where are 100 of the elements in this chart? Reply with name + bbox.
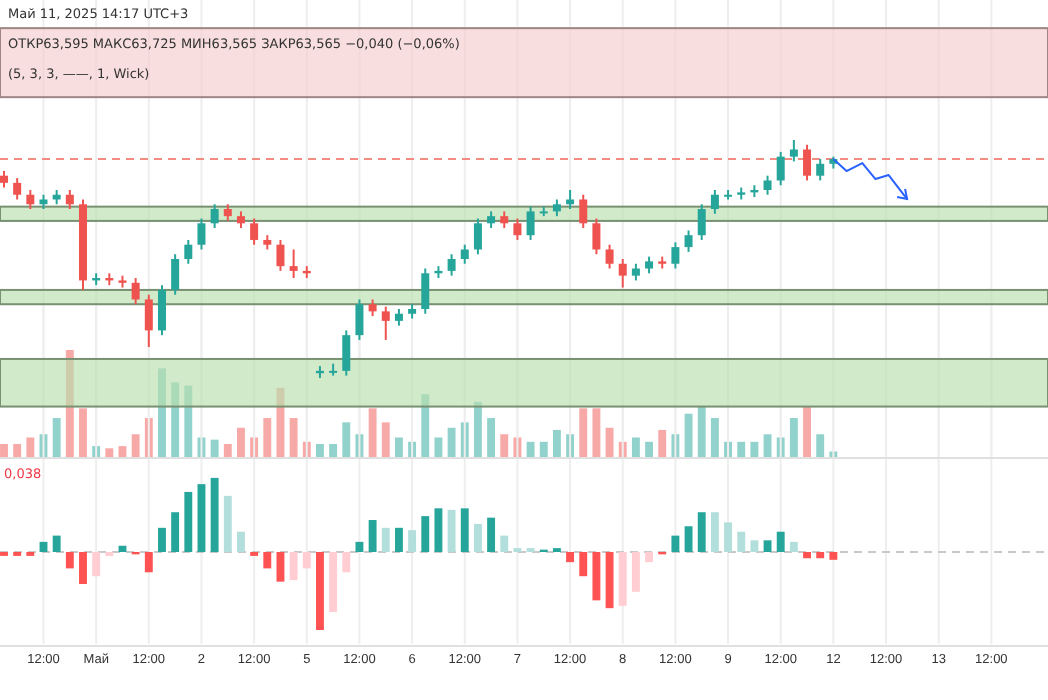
bar: [263, 552, 272, 569]
candlestick: [355, 298, 364, 341]
candlestick: [289, 248, 298, 280]
bar: [408, 530, 417, 552]
bar: [52, 418, 61, 458]
bar: [447, 509, 456, 552]
bar: [487, 517, 496, 552]
bar: [829, 552, 838, 560]
bar: [803, 552, 811, 559]
candlestick: [618, 258, 627, 289]
bar: [316, 552, 324, 630]
bar: [552, 429, 561, 458]
candlestick: [816, 158, 825, 182]
bar: [394, 437, 403, 458]
bar: [645, 552, 654, 563]
bar: [684, 413, 693, 458]
candlestick: [210, 203, 219, 230]
bar: [79, 408, 87, 458]
bar: [750, 441, 759, 458]
candlestick: [421, 267, 430, 315]
bar: [737, 441, 746, 458]
bar: [592, 408, 601, 458]
candlestick: [447, 253, 456, 277]
bar: [500, 434, 509, 458]
bar: [184, 491, 193, 552]
candlestick: [250, 217, 259, 246]
candlestick: [803, 143, 812, 182]
bar: [579, 408, 588, 458]
candlestick: [513, 217, 522, 241]
bar: [368, 408, 377, 458]
bar: [13, 443, 22, 458]
bar: [237, 427, 245, 458]
candlestick: [710, 188, 719, 215]
bar: [434, 437, 443, 458]
bar: [816, 552, 825, 559]
bar: [289, 418, 298, 458]
bar: [210, 477, 219, 552]
bar: [671, 535, 680, 552]
bar: [789, 541, 798, 552]
bar: [184, 385, 193, 458]
bar: [65, 350, 74, 458]
bar: [131, 434, 140, 458]
candlestick: [184, 238, 193, 265]
bar: [421, 516, 430, 552]
bar: [605, 552, 614, 609]
bar: [618, 552, 627, 606]
bar: [500, 535, 509, 552]
bar: [750, 540, 759, 552]
bar: [631, 552, 640, 592]
candlestick: [473, 217, 482, 256]
candlestick: [776, 150, 785, 187]
bar: [144, 552, 153, 573]
bar: [223, 443, 232, 458]
bar: [381, 527, 390, 552]
candlestick: [171, 253, 180, 296]
bar: [645, 441, 654, 458]
candlestick: [65, 188, 74, 211]
bar: [158, 368, 166, 458]
bar: [697, 512, 706, 552]
candlestick: [526, 205, 535, 241]
candlestick: [697, 203, 706, 241]
candlestick: [381, 305, 390, 341]
bar: [342, 422, 351, 458]
bar: [421, 394, 430, 458]
bar: [26, 437, 35, 458]
candlestick: [671, 241, 680, 270]
bar: [473, 523, 482, 552]
bar: [79, 552, 87, 584]
bar: [434, 508, 443, 552]
bar: [342, 552, 351, 573]
candlestick: [763, 174, 772, 196]
bar: [710, 418, 719, 458]
candlestick: [157, 284, 166, 337]
bar: [92, 552, 101, 577]
bar: [710, 512, 719, 552]
bar: [171, 512, 180, 552]
bar: [223, 495, 232, 552]
candlestick: [592, 217, 601, 256]
bar: [605, 427, 614, 458]
bar: [158, 527, 166, 552]
bar: [631, 437, 640, 458]
bar: [684, 526, 693, 552]
bar: [289, 552, 298, 581]
bar: [381, 422, 390, 458]
candlestick: [342, 329, 351, 377]
candlestick: [131, 277, 140, 306]
bar: [171, 382, 180, 458]
candlestick: [579, 193, 588, 230]
bar: [394, 527, 403, 552]
bar: [592, 552, 601, 601]
bar: [316, 443, 324, 458]
bar: [473, 401, 482, 458]
bar: [447, 427, 456, 458]
bar: [355, 541, 364, 552]
bar: [763, 540, 772, 552]
bar: [460, 508, 469, 552]
bar: [697, 406, 706, 458]
bar: [237, 531, 245, 552]
bar: [105, 448, 114, 458]
bar: [803, 406, 811, 458]
